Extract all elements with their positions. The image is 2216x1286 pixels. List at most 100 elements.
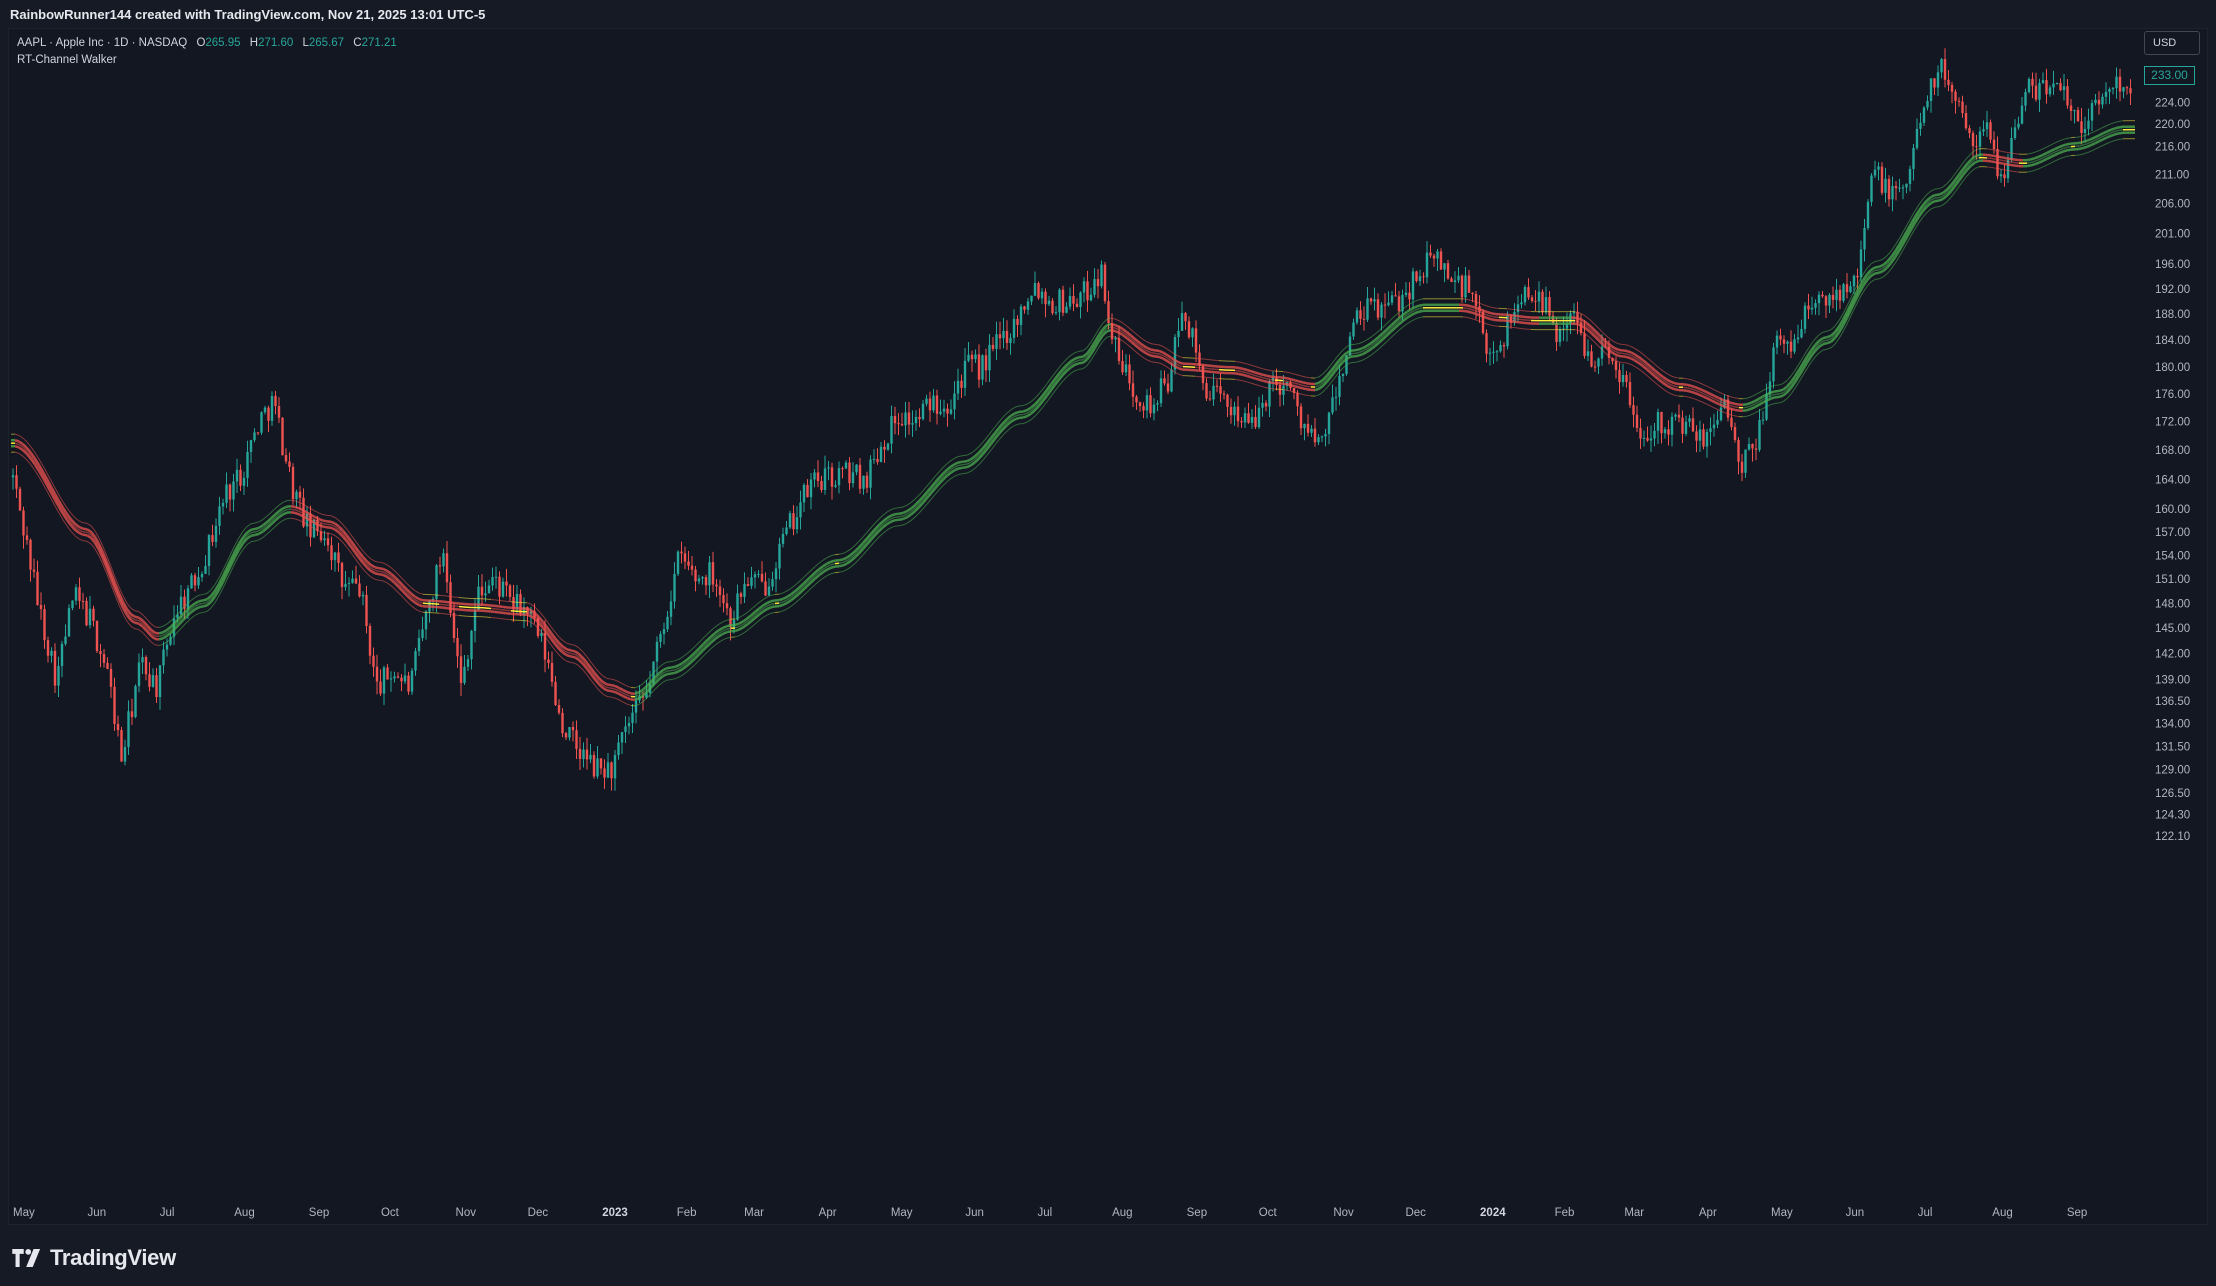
candle [1254,405,1257,429]
candle [844,460,848,470]
candle [988,334,991,383]
candle [484,581,487,602]
candle [340,561,344,600]
time-axis-label: Jun [1846,1207,1865,1219]
chart-pane[interactable]: 122.10 124.30 126.50 129.00 131.50 134.00 136.… [8,28,2208,1225]
candle [1047,295,1051,307]
candle [1103,261,1107,304]
candle [589,744,592,764]
candle [1964,105,1968,131]
candle [1838,285,1842,310]
candle [995,321,998,360]
candle [1303,423,1306,441]
candle [1782,335,1786,354]
candle [1635,405,1639,433]
candle [232,473,235,512]
candle [127,700,130,755]
time-axis-label: Jul [1038,1207,1053,1219]
candle [1523,284,1527,306]
candle [1411,267,1415,309]
candle [2031,72,2034,99]
candle [211,524,214,547]
candle [1908,165,1912,192]
candle [347,577,351,597]
candle [953,381,956,420]
candle [480,574,484,606]
candle [2104,82,2108,105]
candle [1317,434,1320,445]
candle [424,609,428,640]
currency-button[interactable]: USD [2144,31,2200,55]
candle [1628,372,1632,408]
candle [1460,274,1464,303]
time-axis-label: Mar [744,1207,764,1219]
candle [410,668,414,695]
price-axis-label: 142.00 [2155,648,2190,660]
candle [1313,418,1317,447]
candle [1621,363,1625,387]
candle [459,644,463,696]
candle [725,593,729,616]
candle [1873,160,1877,178]
candle [1919,112,1922,136]
tradingview-brand[interactable]: TradingView [12,1245,176,1271]
price-chart[interactable]: 122.10 124.30 126.50 129.00 131.50 134.00 136.… [9,29,2207,1224]
candle [228,483,232,512]
candle [1009,333,1012,355]
candle [904,401,907,438]
candle [1089,287,1093,302]
candles [11,48,2132,791]
candle [603,759,606,789]
candle [1079,291,1082,319]
candle [680,541,683,564]
candle [449,574,452,618]
candle [1012,309,1016,344]
candle [239,464,242,492]
candle [1404,282,1408,298]
candle [414,647,417,676]
candle [729,606,732,641]
candle [1737,437,1740,475]
candle [2125,85,2129,95]
candle [1733,422,1737,443]
channel-walker [10,120,2135,707]
candle [389,671,393,692]
price-axis-label: 124.30 [2155,809,2190,821]
candle [1243,407,1247,428]
candle [613,750,617,791]
candle [1082,277,1086,303]
candle [407,671,410,695]
candle [795,506,799,534]
indicator-label[interactable]: RT-Channel Walker [17,54,117,66]
symbol-name[interactable]: AAPL · Apple Inc · 1D · NASDAQ [17,37,188,49]
low-value: 265.67 [308,37,345,49]
candle [1292,387,1296,400]
candle [1033,271,1037,297]
candle [1443,262,1446,283]
candle [883,440,886,463]
candle [193,572,197,592]
candle [1229,398,1233,424]
candle [1236,396,1240,428]
candle [1376,293,1380,321]
candle [858,457,862,494]
candle [18,486,22,512]
candle [1649,425,1653,452]
candle [2045,68,2048,104]
candle [1310,425,1313,437]
candle [1065,302,1068,314]
candle [669,590,673,626]
candle [351,570,354,584]
price-axis-label: 176.00 [2155,389,2190,401]
candle [32,558,36,578]
candle [1950,81,1954,104]
candle [1740,454,1744,482]
candle [204,555,207,575]
candle [1894,181,1898,201]
candle [445,540,449,593]
candle [785,520,788,536]
candle [1803,302,1807,334]
candle [200,571,204,582]
candle [1324,428,1327,447]
candle [88,595,92,629]
